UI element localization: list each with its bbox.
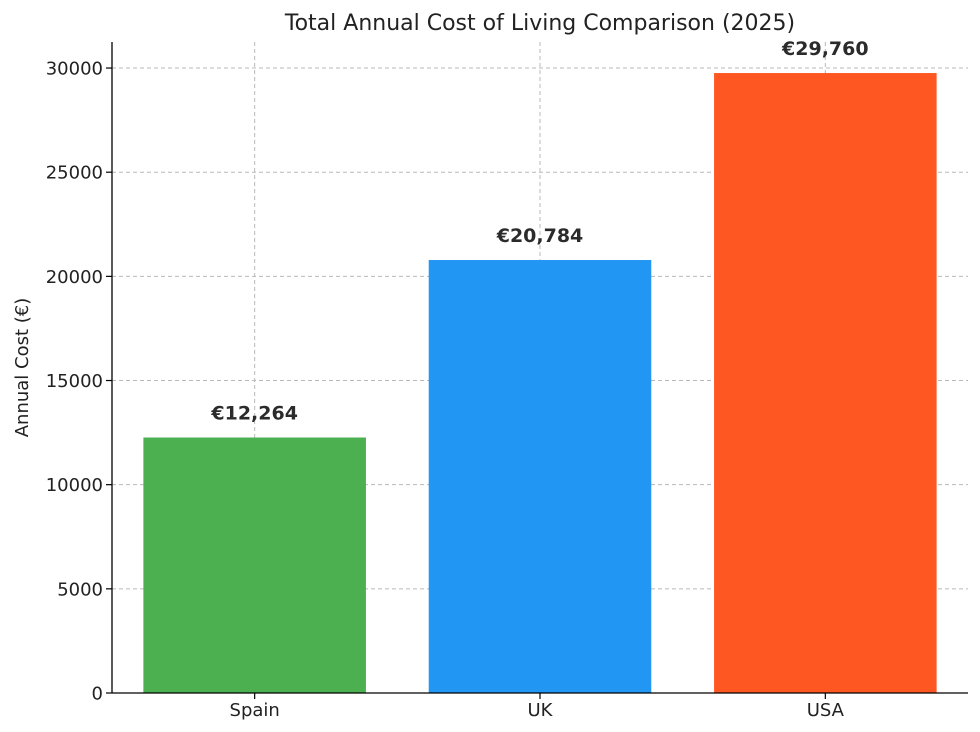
bars [143,73,937,694]
y-tick-label-4: 20000 [46,267,103,288]
data-label-usa: €29,760 [781,38,869,60]
y-ticks: 0 5000 10000 15000 20000 25000 30000 [46,59,112,705]
x-tick-label-usa: USA [807,700,845,721]
bar-usa [714,73,937,694]
x-tick-label-uk: UK [528,700,554,721]
y-tick-label-6: 30000 [46,59,103,80]
y-tick-label-1: 5000 [57,579,103,600]
data-label-uk: €20,784 [496,225,584,247]
x-ticks: Spain UK USA [230,693,845,721]
bar-spain [143,437,366,693]
data-labels: €12,264 €20,784 €29,760 [210,38,868,424]
y-tick-label-0: 0 [92,684,103,705]
data-label-spain: €12,264 [210,403,298,425]
y-tick-label-5: 25000 [46,163,103,184]
x-tick-label-spain: Spain [230,700,280,721]
y-axis-title: Annual Cost (€) [12,298,33,438]
bar-uk [428,260,652,693]
chart-title: Total Annual Cost of Living Comparison (… [284,11,795,36]
y-tick-label-3: 15000 [46,371,103,392]
y-tick-label-2: 10000 [46,475,103,496]
